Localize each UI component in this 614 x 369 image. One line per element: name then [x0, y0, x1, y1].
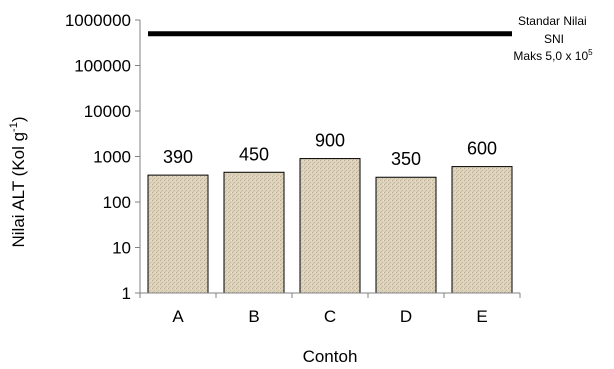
x-tick-label: B: [248, 307, 259, 326]
reference-label-line-3: Maks 5,0 x 105: [513, 48, 593, 63]
x-tick-label: D: [400, 307, 412, 326]
x-ticks-group: A B C D E: [139, 293, 521, 326]
bars-group: [147, 158, 513, 294]
data-label: 450: [239, 144, 269, 164]
data-label: 390: [163, 147, 193, 167]
bar-d: [375, 176, 437, 294]
reference-line-label: Standar Nilai SNI: [518, 14, 590, 46]
data-labels-group: 390 450 900 350 600: [163, 131, 497, 170]
bar-a: [147, 174, 209, 294]
y-tick-label: 10000: [84, 102, 131, 121]
y-tick-label: 10: [112, 239, 131, 258]
y-tick-label: 1: [122, 284, 131, 303]
x-tick-label: C: [324, 307, 336, 326]
y-tick-label: 1000: [93, 148, 131, 167]
reference-label-line-2: SNI: [544, 32, 564, 46]
bar-b: [223, 171, 285, 294]
bar-e: [451, 166, 513, 294]
data-label: 900: [315, 131, 345, 151]
y-tick-label: 100: [103, 193, 131, 212]
data-label: 600: [467, 139, 497, 159]
x-axis-title: Contoh: [303, 347, 358, 366]
y-axis-title: Nilai ALT (Kol g-1): [8, 116, 28, 247]
reference-label-line-1: Standar Nilai: [518, 14, 587, 28]
x-tick-label: E: [476, 307, 487, 326]
y-tick-label: 1000000: [65, 11, 131, 30]
y-tick-label: 100000: [74, 57, 131, 76]
data-label: 350: [391, 149, 421, 169]
y-ticks-group: 1 10 100 1000 10000 100000 1000000: [65, 11, 140, 303]
x-tick-label: A: [172, 307, 184, 326]
bar-c: [299, 158, 361, 294]
